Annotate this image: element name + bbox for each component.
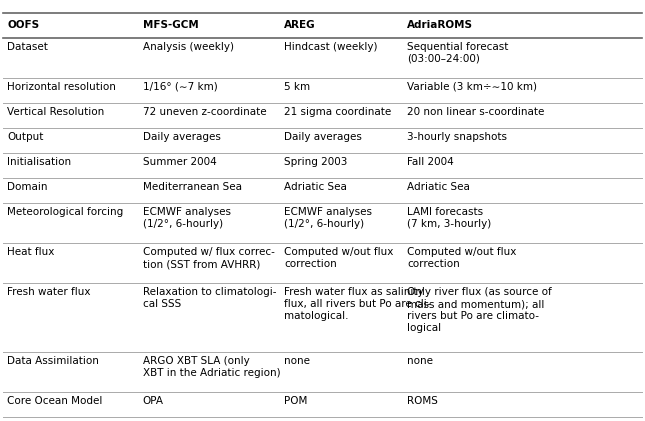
Text: 21 sigma coordinate: 21 sigma coordinate xyxy=(284,107,392,117)
Text: Daily averages: Daily averages xyxy=(143,132,221,142)
Text: Meteorological forcing: Meteorological forcing xyxy=(7,208,123,218)
Text: none: none xyxy=(284,356,310,366)
Text: Analysis (weekly): Analysis (weekly) xyxy=(143,42,233,52)
Text: Dataset: Dataset xyxy=(7,42,48,52)
Text: AdriaROMS: AdriaROMS xyxy=(407,20,473,30)
Text: Data Assimilation: Data Assimilation xyxy=(7,356,99,366)
Text: 3-hourly snapshots: 3-hourly snapshots xyxy=(407,132,507,142)
Text: OOFS: OOFS xyxy=(7,20,39,30)
Text: AREG: AREG xyxy=(284,20,316,30)
Text: 72 uneven z-coordinate: 72 uneven z-coordinate xyxy=(143,107,266,117)
Text: Adriatic Sea: Adriatic Sea xyxy=(407,182,470,192)
Text: Only river flux (as source of
mass and momentum); all
rivers but Po are climato-: Only river flux (as source of mass and m… xyxy=(407,287,551,333)
Text: 1/16° (∼7 km): 1/16° (∼7 km) xyxy=(143,82,217,92)
Text: ECMWF analyses
(1/2°, 6-hourly): ECMWF analyses (1/2°, 6-hourly) xyxy=(143,208,230,229)
Text: Mediterranean Sea: Mediterranean Sea xyxy=(143,182,241,192)
Text: Initialisation: Initialisation xyxy=(7,157,71,167)
Text: Computed w/out flux
correction: Computed w/out flux correction xyxy=(407,247,517,269)
Text: OPA: OPA xyxy=(143,396,164,406)
Text: Fall 2004: Fall 2004 xyxy=(407,157,453,167)
Text: Horizontal resolution: Horizontal resolution xyxy=(7,82,116,92)
Text: Fresh water flux: Fresh water flux xyxy=(7,287,90,297)
Text: LAMI forecasts
(7 km, 3-hourly): LAMI forecasts (7 km, 3-hourly) xyxy=(407,208,491,229)
Text: Sequential forecast
(03:00–24:00): Sequential forecast (03:00–24:00) xyxy=(407,42,508,64)
Text: Output: Output xyxy=(7,132,43,142)
Text: Computed w/ flux correc-
tion (SST from AVHRR): Computed w/ flux correc- tion (SST from … xyxy=(143,247,274,269)
Text: Adriatic Sea: Adriatic Sea xyxy=(284,182,347,192)
Text: Spring 2003: Spring 2003 xyxy=(284,157,348,167)
Text: 20 non linear s-coordinate: 20 non linear s-coordinate xyxy=(407,107,544,117)
Text: Relaxation to climatologi-
cal SSS: Relaxation to climatologi- cal SSS xyxy=(143,287,276,309)
Text: Core Ocean Model: Core Ocean Model xyxy=(7,396,103,406)
Text: POM: POM xyxy=(284,396,308,406)
Text: Vertical Resolution: Vertical Resolution xyxy=(7,107,104,117)
Text: Daily averages: Daily averages xyxy=(284,132,362,142)
Text: ECMWF analyses
(1/2°, 6-hourly): ECMWF analyses (1/2°, 6-hourly) xyxy=(284,208,372,229)
Text: Variable (3 km÷∼10 km): Variable (3 km÷∼10 km) xyxy=(407,82,537,92)
Text: Computed w/out flux
correction: Computed w/out flux correction xyxy=(284,247,394,269)
Text: MFS-GCM: MFS-GCM xyxy=(143,20,198,30)
Text: none: none xyxy=(407,356,433,366)
Text: Hindcast (weekly): Hindcast (weekly) xyxy=(284,42,378,52)
Text: 5 km: 5 km xyxy=(284,82,311,92)
Text: Heat flux: Heat flux xyxy=(7,247,54,257)
Text: ARGO XBT SLA (only
XBT in the Adriatic region): ARGO XBT SLA (only XBT in the Adriatic r… xyxy=(143,356,280,378)
Text: Summer 2004: Summer 2004 xyxy=(143,157,216,167)
Text: Fresh water flux as salinity
flux, all rivers but Po are cli-
matological.: Fresh water flux as salinity flux, all r… xyxy=(284,287,431,321)
Text: ROMS: ROMS xyxy=(407,396,438,406)
Text: Domain: Domain xyxy=(7,182,48,192)
